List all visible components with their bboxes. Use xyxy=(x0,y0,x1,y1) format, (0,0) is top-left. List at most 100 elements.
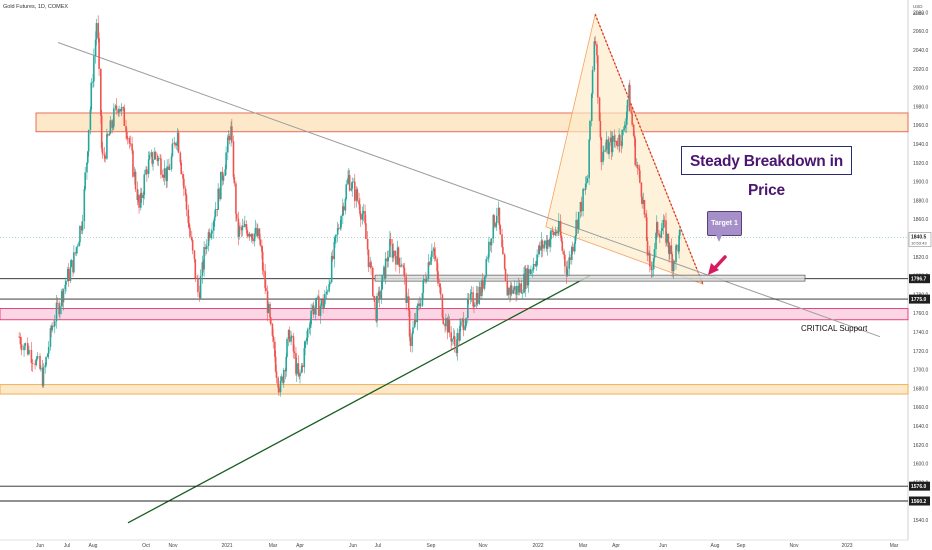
candle-body xyxy=(185,195,188,210)
candle-body xyxy=(324,294,326,305)
candle-body xyxy=(250,234,253,237)
candle-body xyxy=(560,235,563,242)
candle-body xyxy=(492,215,495,239)
candle-body xyxy=(112,126,114,128)
candle-body xyxy=(258,228,261,240)
price-tick-label: 1640.0 xyxy=(913,424,929,430)
candle-body xyxy=(275,371,278,378)
candle-body xyxy=(383,266,386,279)
candle-body xyxy=(450,332,452,342)
candle-body xyxy=(97,23,100,38)
candle-body xyxy=(329,282,331,285)
candle-body xyxy=(653,249,656,259)
candle-body xyxy=(369,262,372,268)
candle-body xyxy=(196,278,198,279)
candle-body xyxy=(115,105,118,110)
candle-body xyxy=(579,202,582,212)
candle-body xyxy=(79,225,81,243)
price-tick-label: 1960.0 xyxy=(913,123,929,129)
candle-body xyxy=(484,276,487,278)
candle-body xyxy=(44,365,47,368)
candle-body xyxy=(182,174,184,179)
candle-body xyxy=(640,182,643,197)
candle-body xyxy=(663,219,666,221)
candle-body xyxy=(129,143,132,145)
candle-body xyxy=(138,195,140,208)
candle-body xyxy=(377,291,380,296)
candle-body xyxy=(45,356,47,366)
candle-body xyxy=(552,231,555,236)
time-tick-label: Apr xyxy=(296,543,304,549)
candle-body xyxy=(407,296,410,311)
candle-body xyxy=(434,255,437,260)
candle-body xyxy=(659,235,661,238)
candle-body xyxy=(565,266,568,276)
candle-body xyxy=(568,257,570,269)
candle-body xyxy=(100,115,103,149)
candle-body xyxy=(464,325,467,331)
candle-body xyxy=(673,261,676,263)
candle-body xyxy=(67,269,70,281)
price-tick-label: 1700.0 xyxy=(913,368,929,374)
candle-body xyxy=(133,171,136,177)
candle-body xyxy=(132,150,134,177)
candle-body xyxy=(473,306,475,307)
candle-body xyxy=(228,136,231,141)
candle-body xyxy=(504,268,507,282)
candle-body xyxy=(397,247,400,258)
candle-body xyxy=(78,242,80,247)
candle-body xyxy=(423,279,425,281)
candle-body xyxy=(235,183,237,214)
candle-body xyxy=(444,323,446,327)
time-tick-label: 2021 xyxy=(221,543,232,549)
candle-body xyxy=(60,291,63,307)
candle-body xyxy=(488,241,490,258)
price-tick-label: 1600.0 xyxy=(913,462,929,468)
candle-body xyxy=(213,216,216,222)
candle-body xyxy=(389,239,391,258)
candle-body xyxy=(448,319,451,333)
candle-body xyxy=(163,168,166,178)
price-tick-label: 1760.0 xyxy=(913,311,929,317)
candle-body xyxy=(425,279,427,282)
candle-body xyxy=(259,239,262,246)
candle-body xyxy=(23,345,25,351)
level-label: 1576.0 xyxy=(911,484,927,490)
candle-body xyxy=(194,259,197,279)
candle-body xyxy=(656,222,659,234)
candle-body xyxy=(80,225,83,231)
candle-body xyxy=(345,184,348,200)
candle-body xyxy=(265,287,267,291)
candle-body xyxy=(187,209,190,224)
candle-body xyxy=(520,283,523,294)
candle-body xyxy=(20,344,23,351)
candle-body xyxy=(577,211,580,229)
candle-body xyxy=(478,286,481,304)
candle-body xyxy=(152,159,154,164)
candle-body xyxy=(510,285,513,294)
candle-body xyxy=(339,227,342,229)
candle-body xyxy=(527,269,530,286)
candle-body xyxy=(636,164,639,169)
candle-body xyxy=(282,370,285,383)
candle-body xyxy=(413,319,416,328)
candle-body xyxy=(106,134,109,136)
candle-body xyxy=(622,129,625,131)
candle-body xyxy=(462,318,465,331)
candle-body xyxy=(589,120,591,140)
time-tick-label: Nov xyxy=(790,543,799,549)
candle-body xyxy=(616,145,619,147)
candle-body xyxy=(414,319,417,323)
candle-body xyxy=(409,336,412,346)
time-tick-label: Nov xyxy=(169,543,178,549)
candle-body xyxy=(679,229,681,236)
candle-body xyxy=(675,245,678,247)
candle-body xyxy=(252,238,254,242)
candle-body xyxy=(523,273,525,294)
candle-body xyxy=(645,217,648,241)
candle-body xyxy=(548,239,551,247)
candle-body xyxy=(262,270,265,272)
candle-body xyxy=(356,189,359,201)
candle-body xyxy=(516,285,518,295)
